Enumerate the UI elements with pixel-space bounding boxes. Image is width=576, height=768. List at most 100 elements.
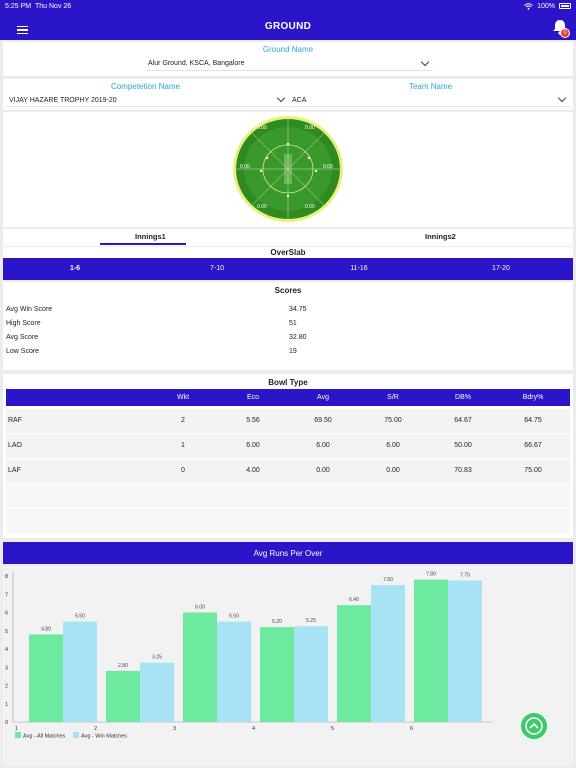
header-wkt: Wkt	[176, 394, 190, 401]
data-label: 6.00	[195, 605, 205, 611]
data-label: 6.40	[349, 597, 359, 603]
status-bar: 5:25 PM Thu Nov 26 100%	[0, 0, 576, 12]
overslab-title: OverSlab	[270, 248, 306, 257]
legend-label: Avg - Win Matches	[81, 734, 127, 740]
y-tick-label: 8	[5, 574, 8, 580]
slab-7-10[interactable]: 7-10	[209, 265, 224, 272]
score-label: Avg Score	[6, 334, 39, 341]
bowl-type-header: Wkt Eco Avg S/R DB% Bdry%	[6, 389, 570, 406]
status-date: Thu Nov 26	[35, 2, 72, 10]
bdry-value: 75.00	[524, 467, 542, 474]
data-label: 7.50	[383, 577, 393, 583]
bowl-type-name: LAO	[8, 442, 23, 449]
x-tick-label: 3	[173, 726, 176, 732]
y-tick-label: 6	[5, 611, 8, 617]
y-tick-label: 1	[5, 702, 8, 708]
tab-innings2[interactable]: Innings2	[425, 232, 456, 241]
field-value: 0.00	[240, 164, 250, 170]
bar	[217, 621, 251, 722]
slab-1-6[interactable]: 1-6	[69, 265, 81, 272]
bar	[29, 634, 63, 722]
wkt-value: 0	[181, 467, 185, 474]
db-value: 50.00	[454, 442, 472, 449]
data-label: 3.25	[152, 655, 162, 661]
hamburger-icon[interactable]	[17, 26, 28, 34]
data-label: 7.75	[460, 573, 470, 579]
x-tick-label: 1	[15, 726, 18, 732]
bar	[63, 621, 97, 722]
bar	[337, 605, 371, 722]
wifi-icon	[524, 2, 533, 10]
table-row: LAO 1 6.00 6.00 6.00 50.00 66.67	[6, 434, 570, 458]
scores-card: Scores Avg Win Score 34.75 High Score 51…	[3, 282, 573, 370]
overslab-selector: 1-6 7-10 11-16 17-20	[3, 258, 573, 280]
avg-runs-bar-chart: 0 1 2 3 4 5 6 7 8 1 4.80 5.50 2 2.80 3.25 3 6.00 5.50 4 5.2…	[5, 572, 493, 740]
wagon-wheel-card: 0.00 0.00 0.00 0.00 0.00 0.00	[3, 112, 573, 227]
bar	[183, 612, 217, 722]
top-navbar: GROUND 0	[0, 12, 576, 40]
status-right: 100%	[524, 3, 571, 10]
slab-11-16[interactable]: 11-16	[350, 265, 368, 272]
score-value: 51	[289, 320, 297, 327]
team-select[interactable]: ACA	[290, 93, 570, 107]
innings-tabs: Innings1 Innings2	[3, 229, 573, 246]
eco-value: 5.56	[246, 417, 260, 424]
ground-select[interactable]: Alur Ground, KSCA, Bangalore	[146, 57, 433, 71]
score-value: 19	[289, 348, 297, 355]
field-value: 0.00	[257, 204, 267, 210]
sr-value: 75.00	[384, 417, 402, 424]
cricket-field-map: 0.00 0.00 0.00 0.00 0.00 0.00	[233, 116, 343, 222]
competition-label: Competetion Name	[111, 82, 180, 91]
db-value: 64.67	[454, 417, 472, 424]
data-label: 5.50	[75, 614, 85, 620]
score-label: Low Score	[6, 348, 40, 355]
active-tab-indicator	[100, 243, 186, 245]
bar	[294, 626, 328, 722]
field-value: 0.00	[305, 204, 315, 210]
header-bdry: Bdry%	[522, 394, 544, 401]
chevron-down-icon	[420, 57, 430, 67]
y-tick-label: 0	[5, 720, 8, 726]
bdry-value: 64.75	[524, 417, 542, 424]
chart-title-bar: Avg Runs Per Over	[3, 542, 573, 564]
filters-card: Competetion Name Team Name VIJAY HAZARE …	[3, 79, 573, 110]
bar	[106, 670, 140, 722]
db-value: 70.83	[454, 467, 472, 474]
data-label: 4.80	[41, 626, 51, 632]
ground-card: Ground Name Alur Ground, KSCA, Bangalore	[3, 42, 573, 76]
x-tick-label: 6	[410, 726, 413, 732]
field-value: 0.00	[323, 164, 333, 170]
bowl-type-name: RAF	[8, 417, 22, 424]
bowl-type-title: Bowl Type	[268, 378, 308, 387]
competition-select[interactable]: VIJAY HAZARE TROPHY 2019-20	[7, 93, 289, 107]
table-row: LAF 0 4.00 0.00 0.00 70.83 75.00	[6, 459, 570, 483]
empty-table-row	[6, 509, 570, 533]
scroll-top-button[interactable]	[519, 711, 549, 741]
sr-value: 0.00	[386, 467, 400, 474]
data-label: 5.25	[306, 618, 316, 624]
bar	[140, 662, 174, 722]
header-avg: Avg	[317, 394, 329, 401]
bar	[414, 579, 448, 722]
avg-value: 6.00	[316, 442, 330, 449]
wkt-value: 1	[181, 442, 185, 449]
chevron-up-icon	[525, 717, 543, 735]
score-value: 32.80	[289, 334, 307, 341]
x-tick-label: 5	[331, 726, 334, 732]
tab-innings1[interactable]: Innings1	[135, 232, 166, 241]
legend-swatch	[73, 732, 79, 738]
chart-title: Avg Runs Per Over	[253, 549, 323, 558]
bar	[371, 585, 405, 722]
score-label: Avg Win Score	[6, 306, 53, 313]
battery-icon	[559, 3, 571, 9]
slab-17-20[interactable]: 17-20	[492, 265, 510, 272]
data-label: 2.80	[118, 663, 128, 669]
bdry-value: 66.67	[524, 442, 542, 449]
team-select-value: ACA	[292, 97, 307, 104]
y-tick-label: 2	[5, 684, 8, 690]
header-db: DB%	[455, 394, 471, 401]
eco-value: 4.00	[246, 467, 260, 474]
legend-label: Avg - All Matches	[23, 734, 66, 740]
bar	[260, 627, 294, 722]
chart-card: 0 1 2 3 4 5 6 7 8 1 4.80 5.50 2 2.80 3.25 3 6.00 5.50 4 5.2…	[3, 566, 573, 766]
